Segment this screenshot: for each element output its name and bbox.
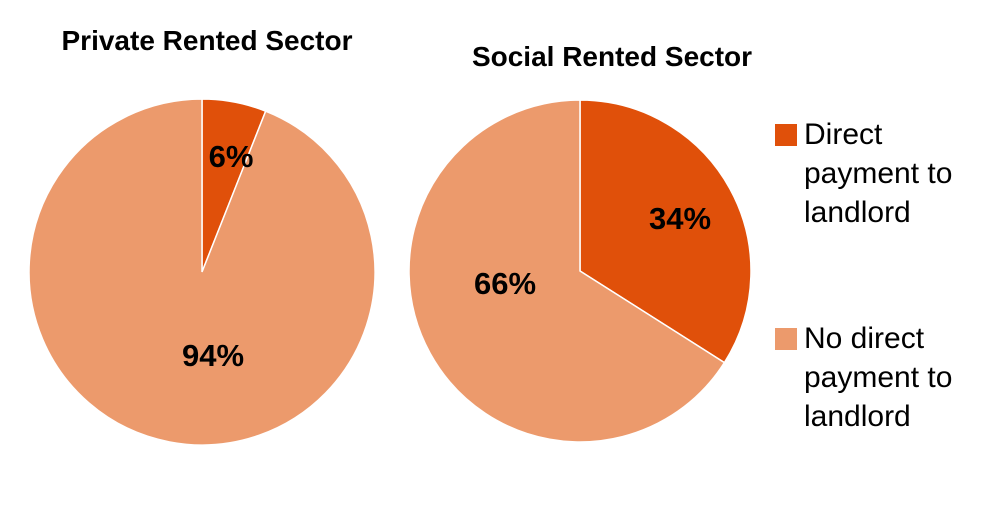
legend-no-direct-line-3: landlord [804,400,911,433]
legend-swatch-no-direct [775,328,797,350]
pie-private-slice-no-direct [28,98,376,446]
legend-no-direct-line-1: No direct [804,322,925,355]
legend-no-direct-line-2: payment to [804,361,952,394]
pie-private-title: Private Rented Sector [62,25,353,56]
pie-private-label-no-direct: 94% [182,338,244,373]
legend: Direct payment to landlord No direct pay… [775,118,952,433]
pie-social-slices [408,99,752,443]
legend-swatch-direct [775,124,797,146]
pie-social-title: Social Rented Sector [472,41,752,72]
pie-social-slice-no-direct [408,99,726,443]
pie-private-label-direct: 6% [209,139,254,174]
legend-direct-line-2: payment to [804,157,952,190]
pie-social-rented: Social Rented Sector 34% 66% [408,41,752,443]
legend-direct-line-3: landlord [804,196,911,229]
pie-private-rented: Private Rented Sector 6% 94% [28,25,376,446]
pie-social-label-no-direct: 66% [474,266,536,301]
legend-item-direct: Direct payment to landlord [775,118,952,229]
pie-social-slice-direct [579,99,752,364]
legend-direct-line-1: Direct [804,118,883,151]
pie-social-label-direct: 34% [649,201,711,236]
pie-private-slices [28,98,376,446]
legend-item-no-direct: No direct payment to landlord [775,322,952,433]
